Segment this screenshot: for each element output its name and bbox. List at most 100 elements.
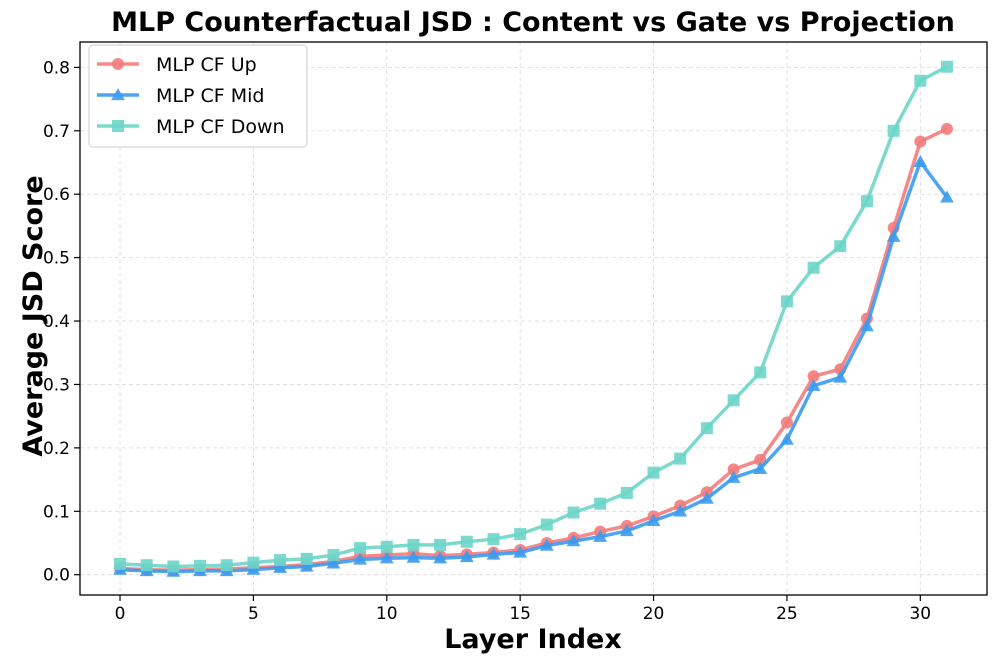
data-point [887, 124, 900, 137]
data-point [619, 524, 634, 537]
data-point [673, 504, 688, 517]
data-point [754, 453, 767, 466]
data-point [406, 550, 421, 563]
data-point [513, 545, 528, 558]
data-point [593, 529, 608, 542]
data-point [353, 552, 368, 565]
legend-label: MLP CF Mid [156, 85, 264, 107]
legend-marker [111, 88, 125, 101]
data-point [699, 491, 714, 504]
data-point [940, 122, 953, 135]
legend-box [88, 44, 308, 148]
x-axis-label: Layer Index [444, 624, 622, 655]
data-point [700, 422, 713, 435]
y-tick-label: 0.1 [43, 502, 70, 522]
data-point [940, 60, 953, 73]
x-tick-label: 20 [643, 604, 665, 624]
legend-label: MLP CF Up [156, 54, 257, 76]
data-point [726, 470, 741, 483]
data-point [354, 542, 367, 555]
legend-item: MLP CF Down [97, 116, 285, 138]
data-point [434, 538, 447, 551]
data-point [886, 229, 901, 242]
x-tick-label: 30 [909, 604, 931, 624]
data-point [780, 295, 793, 308]
data-point [326, 556, 341, 569]
legend-marker [112, 120, 124, 132]
data-point [114, 557, 127, 570]
y-axis-label: Average JSD Score [18, 175, 49, 456]
data-point [407, 538, 420, 551]
data-point [540, 518, 553, 531]
data-point [727, 463, 740, 476]
legend-label: MLP CF Down [156, 116, 285, 138]
data-point [914, 135, 927, 148]
y-tick-label: 0.6 [43, 185, 70, 205]
series-line [119, 127, 948, 573]
data-point [860, 319, 874, 332]
data-point [220, 559, 233, 572]
data-point [566, 534, 581, 547]
data-point [194, 559, 207, 572]
data-point [327, 549, 340, 562]
series-line [119, 160, 949, 574]
legend-item: MLP CF Up [97, 54, 257, 76]
data-point [860, 195, 873, 208]
x-axis: 0 5 10 15 20 25 30 [115, 595, 931, 624]
data-point [754, 366, 767, 379]
x-tick-label: 15 [509, 604, 531, 624]
data-point [940, 190, 954, 203]
data-point [486, 547, 501, 560]
y-tick-label: 0.5 [43, 249, 70, 269]
x-tick-label: 25 [776, 604, 798, 624]
data-point [753, 461, 768, 474]
data-point [459, 550, 474, 563]
legend-item: MLP CF Mid [97, 85, 264, 107]
series-mlp-cf-up [114, 122, 953, 577]
data-point [274, 554, 287, 567]
chart-title: MLP Counterfactual JSD : Content vs Gate… [111, 7, 955, 38]
y-tick-label: 0.4 [43, 312, 70, 332]
data-point [299, 559, 314, 572]
data-point [914, 74, 927, 87]
y-tick-label: 0.2 [43, 439, 70, 459]
data-point [460, 535, 473, 548]
data-point [247, 556, 260, 569]
data-point [620, 486, 633, 499]
series-layer [113, 60, 954, 577]
data-point [780, 432, 794, 445]
data-point [833, 370, 848, 383]
data-point [273, 560, 287, 573]
data-point [807, 261, 820, 274]
data-point [594, 497, 607, 510]
data-point [727, 394, 740, 407]
data-point [913, 154, 928, 168]
y-tick-label: 0.0 [43, 566, 70, 586]
data-point [246, 562, 261, 575]
x-tick-label: 10 [376, 604, 398, 624]
data-point [567, 506, 580, 519]
y-axis: 0.0 0.1 0.2 0.3 0.4 0.5 0.6 0.7 0.8 [43, 58, 80, 586]
data-point [300, 552, 313, 565]
x-tick-label: 5 [248, 604, 259, 624]
y-tick-label: 0.8 [43, 58, 70, 78]
legend-marker [112, 58, 124, 70]
data-point [674, 452, 687, 465]
plot-area-frame [79, 41, 988, 596]
data-point [780, 416, 793, 429]
data-point [646, 513, 661, 526]
data-point [487, 533, 500, 546]
series-mlp-cf-down [114, 60, 953, 573]
data-point [647, 466, 660, 479]
data-point [806, 378, 821, 391]
data-point [380, 540, 393, 553]
data-point [514, 528, 527, 541]
data-point [433, 551, 448, 564]
data-point [379, 551, 394, 564]
x-tick-label: 0 [115, 604, 126, 624]
series-mlp-cf-mid [113, 154, 954, 577]
y-tick-label: 0.3 [43, 375, 70, 395]
data-point [167, 560, 180, 573]
data-point [807, 370, 820, 383]
